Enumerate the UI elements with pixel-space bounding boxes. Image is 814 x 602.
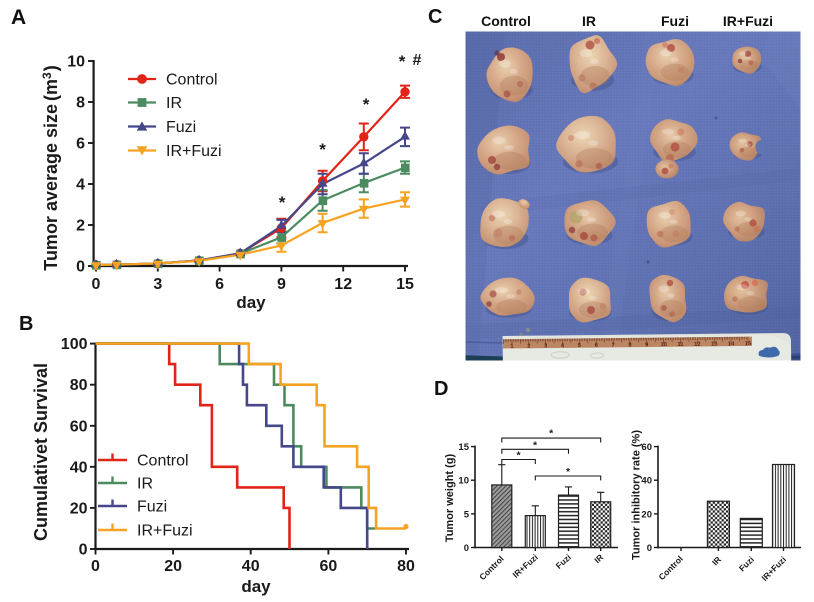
svg-text:60: 60 — [320, 558, 338, 575]
svg-text:5: 5 — [464, 509, 470, 520]
svg-text:Tumor inhibitory rate (%): Tumor inhibitory rate (%) — [631, 430, 643, 560]
svg-text:IR+Fuzi: IR+Fuzi — [137, 523, 193, 540]
svg-text:Fuzi: Fuzi — [661, 13, 689, 29]
svg-text:9: 9 — [277, 276, 286, 293]
svg-text:40: 40 — [641, 476, 652, 487]
svg-text:*: * — [399, 52, 406, 71]
svg-text:Control: Control — [166, 72, 218, 89]
svg-text:Control: Control — [481, 13, 531, 29]
svg-text:13: 13 — [711, 342, 718, 348]
svg-text:Control: Control — [477, 554, 505, 582]
svg-text:IR+Fuzi: IR+Fuzi — [511, 552, 540, 580]
svg-text:12: 12 — [694, 342, 701, 348]
svg-text:IR: IR — [582, 13, 596, 29]
svg-text:6: 6 — [215, 276, 224, 293]
svg-text:12: 12 — [334, 276, 352, 293]
svg-text:60: 60 — [641, 442, 652, 453]
svg-text:40: 40 — [242, 558, 260, 575]
svg-text:B: B — [19, 313, 33, 335]
svg-text:IR+Fuzi: IR+Fuzi — [759, 554, 788, 583]
svg-text:14: 14 — [728, 341, 735, 347]
svg-text:IR: IR — [166, 95, 182, 112]
svg-text:4: 4 — [76, 177, 85, 194]
svg-text:6: 6 — [595, 343, 599, 349]
svg-text:Fuzi: Fuzi — [554, 552, 573, 571]
svg-text:Control: Control — [137, 453, 189, 470]
svg-text:60: 60 — [70, 418, 88, 435]
svg-text:*: * — [516, 450, 521, 462]
svg-text:11: 11 — [677, 342, 684, 348]
svg-text:8: 8 — [628, 342, 632, 348]
svg-text:20: 20 — [164, 558, 182, 575]
svg-text:*: * — [319, 140, 326, 159]
svg-text:40: 40 — [70, 459, 88, 476]
svg-text:IR+Fuzi: IR+Fuzi — [166, 143, 222, 160]
svg-text:Tumor average size(m3): Tumor average size(m3) — [40, 65, 61, 270]
svg-text:IR: IR — [137, 476, 153, 493]
svg-text:20: 20 — [70, 500, 88, 517]
svg-text:A: A — [11, 6, 26, 29]
svg-text:80: 80 — [70, 377, 88, 394]
svg-text:IR+Fuzi: IR+Fuzi — [723, 13, 773, 29]
svg-text:10: 10 — [660, 342, 667, 348]
svg-text:0: 0 — [76, 259, 85, 276]
svg-text:day: day — [241, 577, 271, 596]
svg-text:*: * — [279, 193, 286, 212]
svg-text:Fuzi: Fuzi — [137, 499, 167, 516]
svg-text:IR: IR — [592, 552, 605, 565]
svg-text:15: 15 — [458, 442, 469, 453]
svg-text:0: 0 — [92, 276, 101, 293]
svg-text:15: 15 — [396, 276, 414, 293]
svg-text:6: 6 — [76, 136, 85, 153]
svg-text:0: 0 — [79, 542, 88, 559]
svg-text:7: 7 — [611, 343, 614, 349]
svg-text:*: * — [549, 428, 554, 440]
svg-text:C: C — [428, 6, 442, 28]
svg-text:Control: Control — [656, 554, 684, 582]
svg-text:0: 0 — [91, 558, 100, 575]
svg-text:Fuzi: Fuzi — [166, 119, 196, 136]
svg-text:10: 10 — [458, 476, 469, 487]
svg-text:8: 8 — [76, 95, 85, 112]
svg-text:100: 100 — [61, 336, 88, 353]
svg-text:20: 20 — [641, 509, 652, 520]
svg-text:D: D — [434, 378, 448, 400]
svg-text:5: 5 — [578, 343, 582, 349]
svg-text:Tumor weight (g): Tumor weight (g) — [444, 453, 456, 542]
svg-text:#: # — [413, 52, 422, 69]
svg-text:3: 3 — [544, 343, 548, 349]
svg-text:0: 0 — [647, 543, 652, 554]
svg-text:15: 15 — [745, 341, 752, 347]
svg-text:4: 4 — [561, 343, 565, 349]
svg-text:3: 3 — [153, 276, 162, 293]
svg-text:day: day — [236, 293, 266, 312]
svg-text:80: 80 — [397, 558, 415, 575]
svg-text:*: * — [533, 440, 538, 452]
svg-text:IR: IR — [710, 554, 723, 567]
svg-text:*: * — [363, 95, 370, 114]
svg-text:9: 9 — [645, 342, 649, 348]
svg-text:1: 1 — [510, 344, 514, 350]
svg-text:*: * — [566, 466, 571, 478]
svg-text:2: 2 — [76, 218, 85, 235]
svg-text:10: 10 — [67, 54, 85, 71]
svg-text:0: 0 — [464, 543, 469, 554]
svg-text:Cumulativet Survival: Cumulativet Survival — [31, 363, 51, 541]
svg-text:Fuzi: Fuzi — [737, 554, 756, 573]
svg-text:2: 2 — [527, 344, 530, 350]
